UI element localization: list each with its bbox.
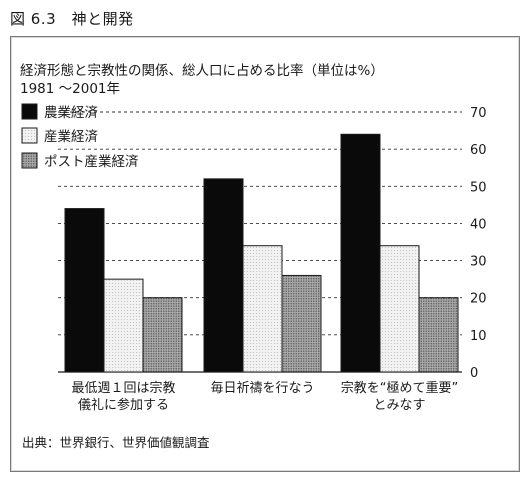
legend-label-2: 産業経済	[44, 129, 98, 145]
category-labels: 最低週１回は宗教儀礼に参加する 毎日祈禱を行なう 宗教を“極めて重要”とみなす	[71, 380, 458, 413]
chart-title: 経済形態と宗教性の関係、総人口に占める比率（単位は%） 1981 ～2001年	[20, 62, 384, 98]
y-tick-label-30: 30	[470, 255, 487, 270]
bar-3-2	[379, 245, 420, 373]
bar-3-1	[340, 133, 381, 373]
category-label-2: 毎日祈禱を行なう	[210, 380, 314, 396]
legend-swatch-2	[21, 127, 38, 144]
bar-1-3	[142, 297, 183, 373]
category-label-3: 宗教を“極めて重要”とみなす	[341, 380, 458, 413]
chart-subtitle: 1981 ～2001年	[20, 81, 121, 97]
y-axis: 0 10 20 30 40 50 60 70	[470, 106, 487, 381]
legend-swatch-1	[21, 103, 38, 120]
legend-swatch-3	[21, 152, 38, 169]
bar-2-1	[203, 178, 244, 373]
bar-2-2	[242, 245, 283, 373]
chart-title-text: 経済形態と宗教性の関係、総人口に占める比率（単位は%）	[20, 63, 384, 79]
bar-1-1	[64, 208, 105, 373]
y-tick-label-70: 70	[470, 106, 487, 121]
figure-label: 図 6.3 神と開発	[10, 10, 134, 28]
y-tick-label-0: 0	[470, 366, 478, 381]
bars	[64, 133, 459, 373]
y-tick-label-40: 40	[470, 217, 487, 232]
category-label-1: 最低週１回は宗教儀礼に参加する	[71, 380, 175, 413]
y-tick-label-10: 10	[470, 329, 487, 344]
bar-1-2	[103, 278, 144, 373]
y-tick-label-20: 20	[470, 292, 487, 307]
source-note: 出典：世界銀行、世界価値観調査	[22, 435, 210, 450]
figure-frame	[10, 36, 520, 472]
y-tick-label-60: 60	[470, 143, 487, 158]
y-tick-label-50: 50	[470, 180, 487, 195]
legend-label-3: ポスト産業経済	[44, 154, 139, 170]
legend-label-1: 農業経済	[44, 105, 98, 121]
bar-2-3	[281, 274, 322, 373]
bar-3-3	[418, 297, 459, 373]
